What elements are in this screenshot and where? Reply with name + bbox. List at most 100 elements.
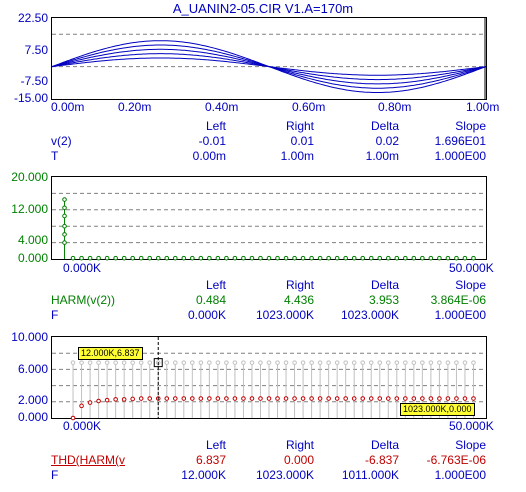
left-cursor-tooltip: 12.000K,6.837 — [78, 347, 143, 360]
p2-header-right: Right — [285, 278, 314, 292]
harmonic-point-1 — [79, 255, 84, 261]
thd-point-1 — [79, 403, 84, 409]
harmonic-point-45 — [454, 255, 459, 261]
thd-point-4 — [104, 397, 110, 403]
thd-point-27 — [300, 396, 306, 401]
p2-header-left: Left — [205, 278, 226, 292]
p3-header-delta: Delta — [370, 438, 399, 452]
thd-stem-cap-5 — [113, 360, 118, 365]
thd-stem-cap-31 — [334, 360, 340, 365]
thd-point-24 — [275, 396, 280, 401]
p3-row1-delta: -6.837 — [364, 453, 399, 467]
p3-xtick-0: 0.000K — [63, 419, 102, 433]
thd-point-28 — [309, 396, 314, 401]
harmonic-point-36 — [377, 255, 383, 261]
thd-stem-cap-15 — [198, 360, 204, 365]
thd-stem-cap-36 — [377, 360, 383, 365]
thd-point-21 — [249, 396, 255, 401]
harmonic-point-17 — [215, 255, 221, 261]
thd-point-7 — [130, 396, 135, 402]
thd-stem-cap-44 — [445, 360, 451, 365]
p1-header-slope: Slope — [455, 119, 486, 133]
p3-ytick-3: 0.000 — [17, 410, 48, 424]
p2-row2-slope: 1.000E00 — [434, 308, 486, 322]
transient-plot-svg — [51, 18, 487, 99]
p1-xtick-1: 0.20m — [118, 100, 152, 114]
p1-row1-left: -0.01 — [198, 134, 226, 148]
fundamental-point-5 — [62, 197, 67, 202]
harmonic-point-42 — [428, 255, 434, 261]
thd-point-8 — [138, 396, 144, 401]
p1-header-right: Right — [285, 119, 314, 133]
thd-point-37 — [385, 396, 391, 401]
thd-stem-cap-0 — [70, 360, 76, 365]
thd-stem-cap-26 — [292, 360, 297, 365]
p2-row2-label: F — [51, 308, 59, 322]
p1-header-delta: Delta — [370, 119, 399, 133]
thd-point-11 — [164, 396, 170, 401]
thd-stem-cap-32 — [343, 360, 348, 365]
thd-stem-cap-22 — [258, 360, 263, 365]
harmonics-plot-svg — [52, 192, 486, 261]
thd-plot-svg — [52, 337, 486, 421]
thd-point-38 — [394, 396, 400, 401]
thd-stem-cap-42 — [428, 360, 434, 365]
thd-stem-cap-19 — [232, 360, 238, 365]
transient-plot[interactable] — [51, 17, 487, 100]
p1-row2-delta: 1.00m — [365, 149, 399, 163]
p2-ytick-3: 0.000 — [17, 251, 48, 265]
thd-stem-cap-27 — [300, 360, 306, 365]
thd-point-3 — [96, 398, 101, 404]
right-cursor-tooltip: 1023.000K,0.000 — [400, 403, 475, 416]
p1-row2-label: T — [51, 149, 59, 163]
thd-stem-cap-34 — [360, 360, 366, 365]
p3-row2-left: 12.000K — [181, 468, 226, 482]
thd-stem-cap-6 — [121, 360, 127, 365]
harmonic-point-3 — [96, 255, 101, 261]
p3-cursor-table: Left Right Delta Slope THD(HARM(v 6.837 … — [0, 438, 526, 484]
harmonic-point-10 — [155, 255, 161, 261]
fundamental-point-2 — [62, 223, 67, 229]
thd-point-18 — [224, 396, 229, 401]
thd-point-36 — [377, 396, 383, 401]
p2-row2-delta: 1023.000K — [340, 308, 399, 322]
harmonic-point-19 — [232, 255, 238, 261]
p2-row1-left: 0.484 — [195, 293, 226, 307]
thd-stem-cap-30 — [326, 360, 331, 365]
p3-row2-label: F — [51, 468, 59, 482]
thd-stem-cap-3 — [96, 360, 101, 365]
harmonic-point-46 — [462, 255, 468, 261]
p1-ytick-1: 7.50 — [24, 43, 48, 57]
thd-point-32 — [343, 396, 348, 401]
thd-stem-cap-45 — [454, 360, 459, 365]
harmonic-point-26 — [292, 255, 297, 261]
thd-stem-cap-39 — [403, 360, 408, 365]
harmonic-point-47 — [471, 255, 476, 261]
harmonic-point-18 — [224, 255, 229, 261]
harmonic-point-7 — [130, 255, 135, 261]
harmonics-plot[interactable] — [51, 176, 487, 261]
harmonic-point-35 — [368, 255, 374, 261]
p3-row2-delta: 1011.000K — [341, 468, 399, 482]
thd-stem-cap-9 — [147, 360, 153, 365]
thd-stem-cap-25 — [283, 360, 289, 365]
thd-stem-cap-37 — [385, 360, 391, 365]
harmonic-point-32 — [343, 255, 348, 261]
thd-point-0 — [70, 415, 76, 421]
thd-stem-cap-47 — [471, 360, 476, 365]
fundamental-point-3 — [62, 213, 67, 219]
p3-row1-label[interactable]: THD(HARM(v — [51, 453, 125, 467]
harmonic-point-33 — [351, 255, 357, 261]
thd-stem-cap-18 — [224, 360, 229, 365]
p1-cursor-table: Left Right Delta Slope v(2) -0.01 0.01 0… — [0, 119, 526, 165]
p3-ytick-2: 2.000 — [17, 393, 48, 407]
p1-ytick-0: 22.50 — [17, 11, 48, 25]
p2-row1-delta: 3.953 — [368, 293, 399, 307]
thd-stem-cap-28 — [309, 360, 314, 365]
p1-xtick-0: 0.00m — [51, 100, 85, 114]
p3-row2-right: 1023.000K — [255, 468, 314, 482]
thd-stem-cap-35 — [368, 360, 374, 365]
p3-ytick-0: 10.000 — [11, 330, 48, 344]
p3-header-left: Left — [205, 438, 226, 452]
harmonic-point-14 — [190, 255, 195, 261]
